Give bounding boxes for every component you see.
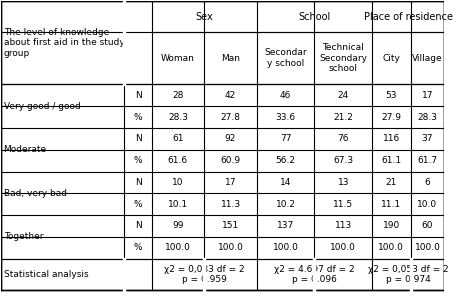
Text: N: N: [135, 178, 142, 187]
Text: Moderate: Moderate: [4, 145, 47, 154]
Text: 99: 99: [172, 221, 183, 231]
Text: 61: 61: [172, 135, 183, 143]
Text: The level of knowledge
about first aid in the study
group: The level of knowledge about first aid i…: [4, 28, 124, 58]
Text: 17: 17: [422, 91, 433, 100]
Text: 37: 37: [422, 135, 433, 143]
Text: 100.0: 100.0: [378, 243, 404, 252]
Text: Place of residence: Place of residence: [364, 12, 453, 21]
Text: χ2 = 0,053 df = 2
p = 0.974: χ2 = 0,053 df = 2 p = 0.974: [368, 265, 449, 284]
Text: 61.7: 61.7: [417, 156, 437, 165]
Text: N: N: [135, 135, 142, 143]
Text: 61.1: 61.1: [381, 156, 402, 165]
Text: 77: 77: [280, 135, 291, 143]
Text: %: %: [134, 200, 142, 209]
Text: 6: 6: [425, 178, 430, 187]
Text: 100.0: 100.0: [273, 243, 299, 252]
Text: χ2 = 0,083 df = 2
p = 0.959: χ2 = 0,083 df = 2 p = 0.959: [164, 265, 244, 284]
Text: Woman: Woman: [161, 54, 195, 63]
Text: %: %: [134, 243, 142, 252]
Text: N: N: [135, 91, 142, 100]
Text: 28: 28: [172, 91, 183, 100]
Text: 10: 10: [172, 178, 183, 187]
Text: 100.0: 100.0: [218, 243, 243, 252]
Text: 46: 46: [280, 91, 291, 100]
Text: Technical
Secondary
school: Technical Secondary school: [319, 43, 367, 73]
Text: Statistical analysis: Statistical analysis: [4, 270, 88, 279]
Text: 21.2: 21.2: [333, 113, 353, 122]
Text: 60: 60: [422, 221, 433, 231]
Text: 113: 113: [335, 221, 352, 231]
Text: 61.6: 61.6: [168, 156, 188, 165]
Text: 53: 53: [385, 91, 397, 100]
Text: 21: 21: [385, 178, 397, 187]
Text: 100.0: 100.0: [414, 243, 440, 252]
Text: 10.0: 10.0: [417, 200, 437, 209]
Text: 92: 92: [225, 135, 236, 143]
Text: City: City: [382, 54, 400, 63]
Text: 28.3: 28.3: [417, 113, 437, 122]
Text: 24: 24: [337, 91, 349, 100]
Text: 60.9: 60.9: [220, 156, 241, 165]
Text: 190: 190: [383, 221, 400, 231]
Text: 137: 137: [277, 221, 294, 231]
Text: 116: 116: [383, 135, 400, 143]
Text: 56.2: 56.2: [276, 156, 296, 165]
Text: 42: 42: [225, 91, 236, 100]
Text: 27.9: 27.9: [381, 113, 402, 122]
Text: χ2 = 4.697 df = 2
p = 0.096: χ2 = 4.697 df = 2 p = 0.096: [274, 265, 355, 284]
Text: 151: 151: [222, 221, 239, 231]
Text: 14: 14: [280, 178, 291, 187]
Text: 100.0: 100.0: [331, 243, 356, 252]
Text: Sex: Sex: [195, 12, 213, 21]
Text: Village: Village: [412, 54, 443, 63]
Text: 13: 13: [337, 178, 349, 187]
Text: 100.0: 100.0: [165, 243, 191, 252]
Text: 11.3: 11.3: [220, 200, 241, 209]
Text: Bad, very bad: Bad, very bad: [4, 189, 66, 198]
Text: %: %: [134, 113, 142, 122]
Text: 10.1: 10.1: [168, 200, 188, 209]
Text: 67.3: 67.3: [333, 156, 353, 165]
Text: 76: 76: [337, 135, 349, 143]
Text: 10.2: 10.2: [276, 200, 296, 209]
Text: Very good / good: Very good / good: [4, 102, 80, 111]
Text: 17: 17: [225, 178, 236, 187]
Text: 33.6: 33.6: [276, 113, 296, 122]
Text: Together: Together: [4, 232, 43, 241]
Text: Man: Man: [221, 54, 240, 63]
Text: N: N: [135, 221, 142, 231]
Text: Secondar
y school: Secondar y school: [264, 48, 307, 68]
Text: 28.3: 28.3: [168, 113, 188, 122]
Text: 11.5: 11.5: [333, 200, 353, 209]
Text: School: School: [298, 12, 331, 21]
Text: 27.8: 27.8: [220, 113, 241, 122]
Text: 11.1: 11.1: [381, 200, 402, 209]
Text: %: %: [134, 156, 142, 165]
